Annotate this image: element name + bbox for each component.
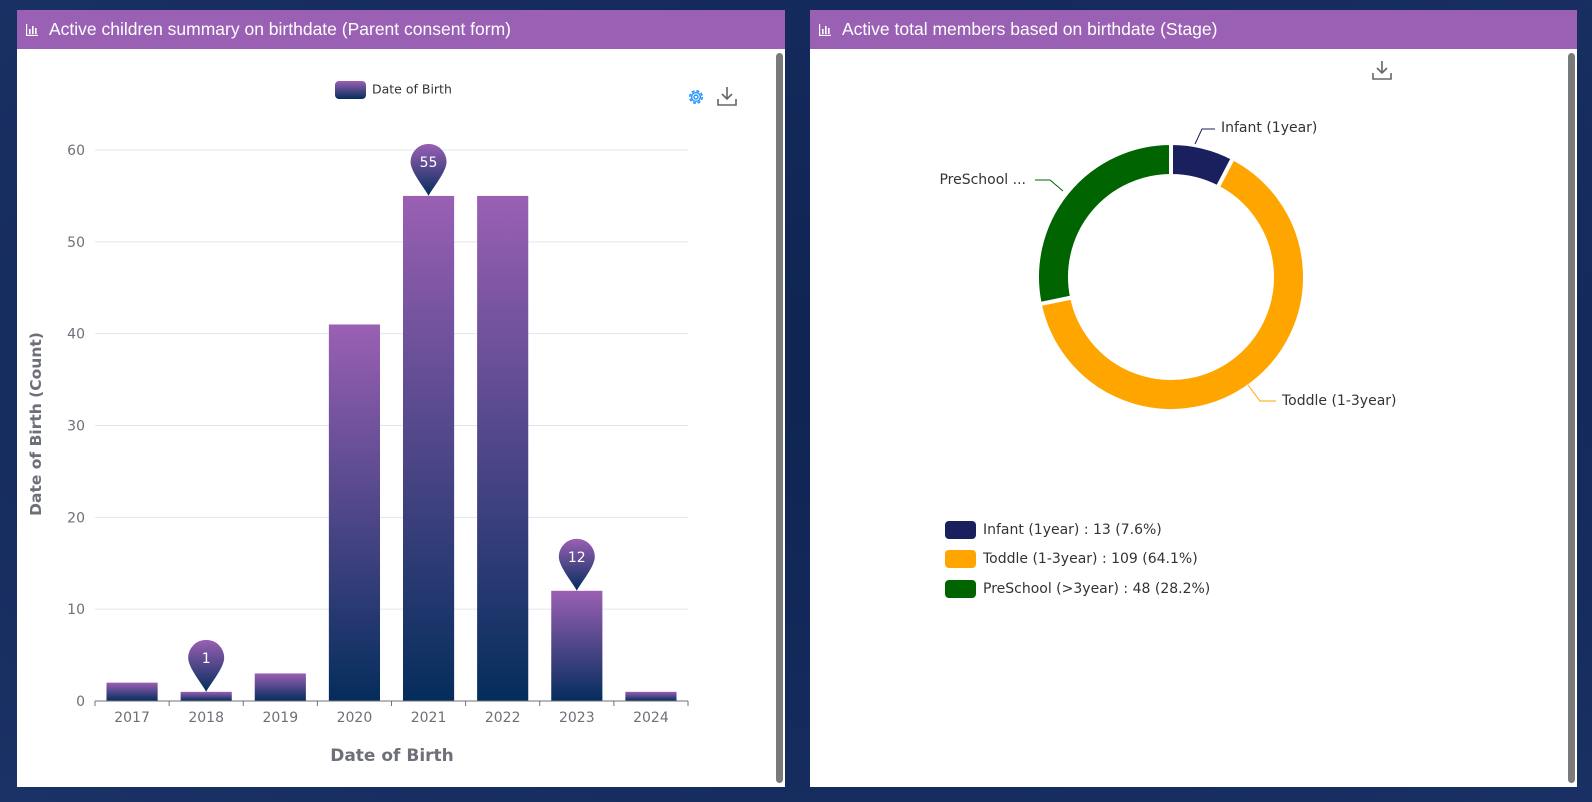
x-axis-title: Date of Birth bbox=[330, 746, 454, 766]
y-tick-label: 0 bbox=[76, 694, 85, 710]
bar bbox=[402, 195, 455, 701]
marker-label: 1 bbox=[202, 651, 211, 667]
x-tick-label: 2022 bbox=[485, 710, 521, 726]
panel-title: Active total members based on birthdate … bbox=[842, 19, 1218, 39]
bar bbox=[180, 691, 232, 701]
panel-header: Active total members based on birthdate … bbox=[810, 10, 1577, 49]
callout-line-preschool bbox=[1035, 179, 1064, 192]
grid bbox=[95, 149, 688, 610]
panel-body: Date of Birth 0 10 20 30 40 50 60 2017 2018 2019… bbox=[17, 49, 785, 787]
bar-chart-icon bbox=[819, 23, 831, 36]
x-axis: 2017 2018 2019 2020 2021 2022 2023 2024 bbox=[94, 700, 689, 726]
x-tick-label: 2017 bbox=[114, 710, 150, 726]
legend-item-infant[interactable]: Infant (1year) : 13 (7.6%) bbox=[945, 515, 1210, 545]
bar bbox=[328, 324, 381, 701]
marker-pin bbox=[410, 143, 447, 196]
callout-preschool: PreSchool ... bbox=[939, 172, 1026, 188]
legend-label: Infant (1year) : 13 (7.6%) bbox=[983, 521, 1162, 538]
legend-label: PreSchool (>3year) : 48 (28.2%) bbox=[983, 580, 1211, 597]
bar-chart: Date of Birth 0 10 20 30 40 50 60 2017 2018 2019… bbox=[27, 81, 689, 766]
callout-infant: Infant (1year) bbox=[1221, 120, 1317, 136]
legend-swatch bbox=[335, 81, 366, 99]
donut-slices bbox=[1035, 141, 1307, 413]
bars bbox=[106, 195, 677, 701]
bar bbox=[106, 682, 158, 701]
x-tick-label: 2024 bbox=[633, 710, 669, 726]
bar bbox=[625, 691, 677, 701]
x-tick-label: 2020 bbox=[337, 710, 373, 726]
donut-legend: Infant (1year) : 13 (7.6%) Toddle (1-3ye… bbox=[945, 515, 1210, 604]
legend-swatch bbox=[945, 550, 976, 569]
x-tick-label: 2019 bbox=[262, 710, 298, 726]
y-tick-label: 30 bbox=[67, 419, 85, 435]
donut-chart-panel: Active total members based on birthdate … bbox=[810, 10, 1577, 787]
callout-toddle: Toddle (1-3year) bbox=[1281, 393, 1397, 409]
markers: 1 55 12 bbox=[188, 143, 595, 692]
y-tick-label: 10 bbox=[67, 602, 85, 618]
y-tick-label: 60 bbox=[67, 143, 85, 159]
panel-body: Infant (1year) Toddle (1-3year) PreSchoo… bbox=[810, 49, 1577, 787]
donut-chart: Infant (1year) Toddle (1-3year) PreSchoo… bbox=[939, 120, 1397, 413]
legend-swatch bbox=[945, 520, 976, 539]
download-icon[interactable] bbox=[716, 85, 738, 107]
y-tick-label: 50 bbox=[67, 235, 85, 251]
y-tick-label: 40 bbox=[67, 327, 85, 343]
callout-line-infant bbox=[1194, 128, 1215, 145]
panel-title: Active children summary on birthdate (Pa… bbox=[49, 19, 511, 39]
scrollbar[interactable] bbox=[776, 53, 783, 783]
marker-label: 55 bbox=[420, 155, 438, 171]
y-axis-ticks: 0 10 20 30 40 50 60 bbox=[67, 143, 85, 710]
x-tick-label: 2023 bbox=[559, 710, 595, 726]
bar bbox=[477, 195, 529, 701]
scrollbar[interactable] bbox=[1568, 53, 1575, 783]
y-axis-title: Date of Birth (Count) bbox=[27, 332, 45, 516]
donut-slice-preschool[interactable] bbox=[1035, 141, 1173, 307]
legend-label: Date of Birth bbox=[372, 82, 452, 97]
download-icon[interactable] bbox=[1371, 59, 1393, 81]
x-tick-label: 2018 bbox=[188, 710, 224, 726]
legend-item-preschool[interactable]: PreSchool (>3year) : 48 (28.2%) bbox=[945, 574, 1210, 604]
marker-pin bbox=[188, 639, 225, 692]
callout-line-toddle bbox=[1247, 384, 1276, 402]
gear-icon[interactable] bbox=[686, 87, 706, 107]
donut-slice-toddle[interactable] bbox=[1037, 156, 1307, 413]
legend-swatch bbox=[945, 579, 976, 598]
marker-pin bbox=[558, 538, 595, 591]
marker-label: 12 bbox=[568, 550, 586, 566]
y-tick-label: 20 bbox=[67, 510, 85, 526]
x-tick-label: 2021 bbox=[411, 710, 447, 726]
legend-item-toddle[interactable]: Toddle (1-3year) : 109 (64.1%) bbox=[945, 545, 1210, 575]
panel-header: Active children summary on birthdate (Pa… bbox=[17, 10, 785, 49]
bar-chart-panel: Active children summary on birthdate (Pa… bbox=[17, 10, 785, 787]
callouts: Infant (1year) Toddle (1-3year) PreSchoo… bbox=[939, 120, 1396, 409]
legend-label: Toddle (1-3year) : 109 (64.1%) bbox=[983, 551, 1198, 568]
bar bbox=[254, 673, 306, 701]
bar bbox=[551, 590, 603, 701]
bar-chart-icon bbox=[26, 23, 38, 36]
chart-legend[interactable]: Date of Birth bbox=[335, 81, 452, 99]
